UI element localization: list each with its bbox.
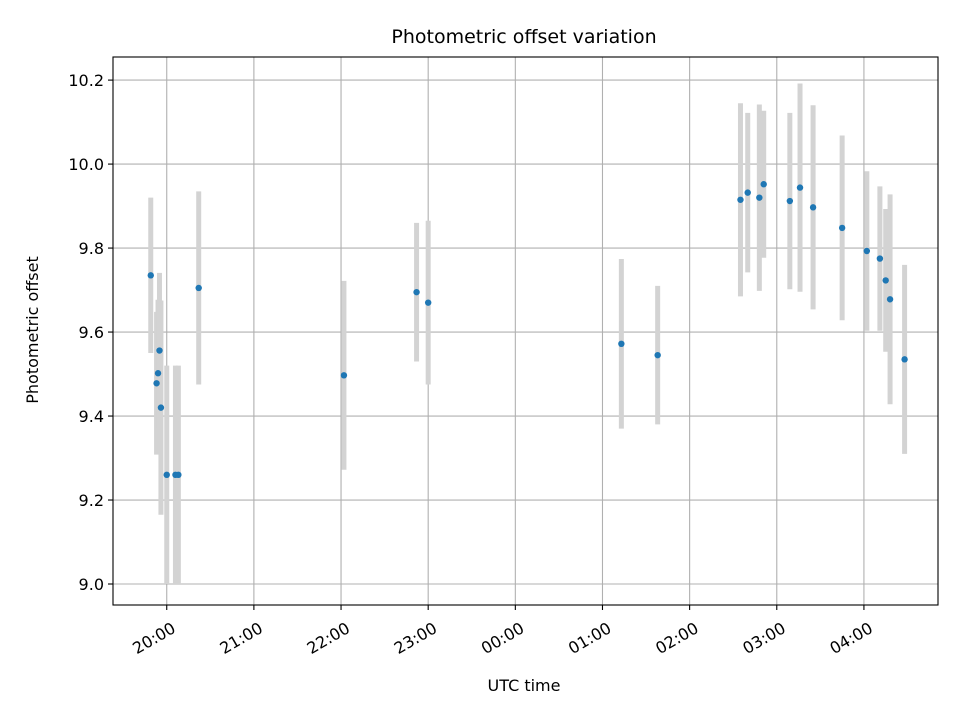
data-point [809,204,817,211]
data-point [156,347,163,354]
data-point [413,288,420,296]
y-axis-label: Photometric offset [23,256,42,404]
y-tick-label: 9.6 [79,323,104,342]
data-point [654,351,661,359]
y-tick-label: 9.2 [79,491,104,510]
data-point [756,194,763,201]
data-point [876,255,884,262]
data-point [195,284,202,292]
data-point [340,372,348,379]
data-point [901,356,908,363]
data-point [147,272,154,279]
y-tick-label: 9.8 [79,239,104,258]
y-tick-label: 10.2 [68,71,104,90]
chart-title: Photometric offset variation [391,26,656,48]
data-point [163,471,170,479]
y-axis: 9.0 9.2 9.4 9.6 9.8 10.0 10.2 [68,71,113,594]
data-point [618,340,625,348]
data-point [737,196,744,203]
data-point [424,299,432,306]
data-point [153,380,160,387]
data-point [760,181,767,188]
data-point [838,224,846,232]
x-axis-label: UTC time [488,676,561,695]
data-point [744,189,751,196]
data-point [796,184,804,191]
data-point [157,404,165,411]
data-point [786,197,794,205]
data-point [863,247,871,255]
data-point [154,370,162,377]
data-point [886,296,894,303]
plot-frame [112,56,939,606]
data-point [882,277,889,284]
y-tick-label: 10.0 [68,155,104,174]
data-points [147,181,908,479]
data-point [175,471,182,479]
y-tick-label: 9.4 [79,407,104,426]
y-tick-label: 9.0 [79,575,104,594]
